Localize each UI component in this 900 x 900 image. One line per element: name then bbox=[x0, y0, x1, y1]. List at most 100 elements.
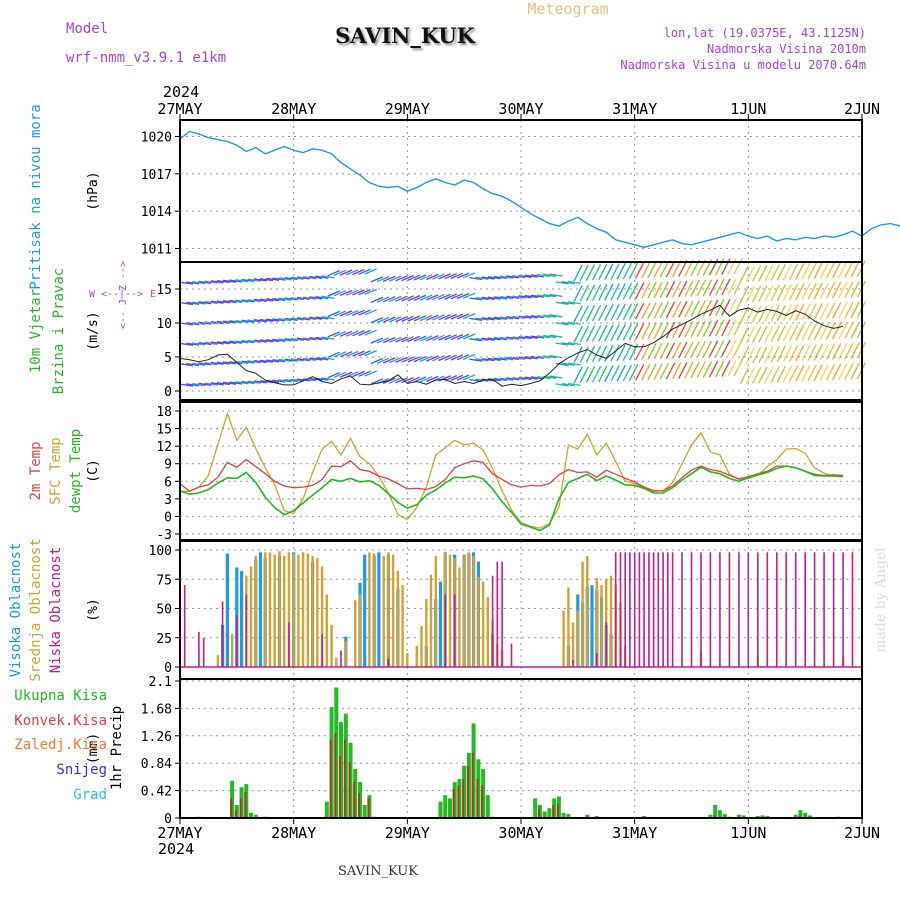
wind-barb bbox=[241, 340, 255, 344]
wind-barb bbox=[555, 301, 569, 305]
wind-barb bbox=[647, 322, 657, 340]
wind-barb bbox=[198, 362, 212, 366]
wind-barb bbox=[315, 316, 329, 320]
wind-barb bbox=[389, 357, 402, 364]
cloud-bar-mid bbox=[415, 645, 418, 667]
wind-barb bbox=[315, 336, 329, 341]
wind-barb bbox=[844, 301, 854, 319]
wind-barb bbox=[604, 283, 614, 301]
cloud-bar-mid bbox=[301, 552, 305, 667]
cloud-bar-low bbox=[747, 552, 750, 667]
wind-barb bbox=[309, 275, 323, 280]
wind-barb bbox=[345, 269, 359, 276]
wind-barb bbox=[456, 272, 470, 279]
wind-barb bbox=[333, 351, 347, 358]
wind-barb bbox=[665, 301, 676, 319]
wind-barb bbox=[389, 295, 402, 303]
precip-bar-total bbox=[793, 814, 798, 818]
wind-barb bbox=[438, 314, 451, 321]
wind-barb bbox=[179, 363, 193, 367]
cloud-bar-mid bbox=[595, 578, 598, 667]
wind-barb bbox=[702, 340, 713, 358]
wind-barb bbox=[579, 264, 589, 282]
wind-barb bbox=[628, 282, 639, 300]
cloud-bar-low bbox=[813, 552, 816, 667]
precip-legend-item: Konvek.Kisa bbox=[14, 713, 107, 729]
cloud-bar-low bbox=[605, 622, 608, 667]
y-tick-label: 0.42 bbox=[141, 785, 172, 800]
cloud-bar-mid bbox=[387, 552, 390, 667]
wind-barb bbox=[481, 337, 495, 341]
wind-barb bbox=[745, 367, 756, 384]
wind-barb bbox=[555, 342, 569, 346]
wind-barb bbox=[395, 275, 408, 282]
wind-barb bbox=[672, 260, 682, 278]
wind-barb bbox=[284, 276, 298, 281]
precip-bar-total bbox=[253, 814, 258, 818]
wind-barb bbox=[819, 282, 830, 300]
wind-barb bbox=[339, 310, 353, 317]
wind-barb bbox=[395, 356, 408, 363]
wind-barb bbox=[413, 315, 427, 322]
wind-barb bbox=[653, 261, 663, 278]
wind-barb bbox=[561, 342, 575, 346]
precip-bar-convective bbox=[537, 808, 540, 818]
cloud-bar-low bbox=[766, 552, 769, 667]
y-tick-label: 6 bbox=[164, 475, 172, 490]
cloud-bar-high bbox=[363, 554, 367, 667]
cloud-bar-low bbox=[728, 552, 731, 667]
wind-barb bbox=[591, 366, 602, 383]
precip-bar-convective bbox=[476, 778, 479, 818]
y-units-label: (%) bbox=[86, 598, 101, 621]
precip-legend-item: Zaledj.Kisa bbox=[14, 737, 107, 753]
wind-barb bbox=[426, 294, 439, 301]
wind-barb bbox=[537, 355, 551, 359]
bottom-date-label: 27MAY bbox=[157, 824, 202, 842]
bottom-date-label: 30MAY bbox=[498, 824, 543, 842]
pressure-line bbox=[179, 130, 900, 249]
wind-barb bbox=[186, 362, 200, 367]
precip-bar-convective bbox=[552, 805, 555, 818]
precip-bar-convective bbox=[466, 765, 469, 818]
wind-barb bbox=[610, 303, 620, 321]
wind-barb bbox=[321, 377, 335, 381]
cloud-bar-high bbox=[590, 585, 594, 667]
wind-barb bbox=[358, 289, 371, 296]
cloud-bar-low bbox=[738, 552, 740, 667]
cloud-bar-low bbox=[667, 552, 669, 667]
wind-barb bbox=[370, 357, 384, 365]
y-tick-label: 1017 bbox=[141, 168, 172, 183]
wind-barb bbox=[450, 333, 464, 341]
wind-barb bbox=[832, 261, 842, 279]
precip-panel-frame bbox=[179, 678, 863, 819]
wind-barb bbox=[567, 301, 581, 305]
wind-barb bbox=[401, 274, 414, 282]
wind-barb bbox=[506, 275, 520, 279]
wind-barb bbox=[401, 336, 414, 343]
cloud-bar-low bbox=[851, 552, 854, 667]
wind-barb bbox=[573, 366, 583, 384]
wind-barb bbox=[413, 294, 427, 301]
wind-barb bbox=[598, 345, 608, 362]
wind-barb bbox=[653, 363, 663, 380]
precip-bar-total bbox=[485, 795, 490, 818]
wind-barb bbox=[616, 364, 626, 382]
wind-barb bbox=[235, 279, 249, 283]
wind-barb bbox=[278, 358, 292, 363]
model-name: wrf-nmm_v3.9.1 e1km bbox=[66, 50, 226, 66]
precip-legend-item: Snijeg bbox=[56, 762, 107, 778]
wind-barb bbox=[370, 296, 384, 303]
wind-barb bbox=[241, 299, 255, 303]
wind-barb bbox=[241, 380, 255, 385]
wind-barb bbox=[721, 360, 731, 377]
wind-barb bbox=[579, 366, 589, 384]
wind-barb bbox=[216, 361, 230, 365]
wind-barb bbox=[549, 314, 563, 318]
y-units-label: (hPa) bbox=[86, 171, 101, 210]
cloud-bar-low bbox=[633, 552, 636, 667]
wind-barb bbox=[376, 357, 390, 364]
wind-barb bbox=[278, 317, 292, 322]
cloud-bar-low bbox=[823, 552, 825, 667]
wind-barb bbox=[235, 360, 249, 364]
wind-barb bbox=[376, 316, 390, 324]
